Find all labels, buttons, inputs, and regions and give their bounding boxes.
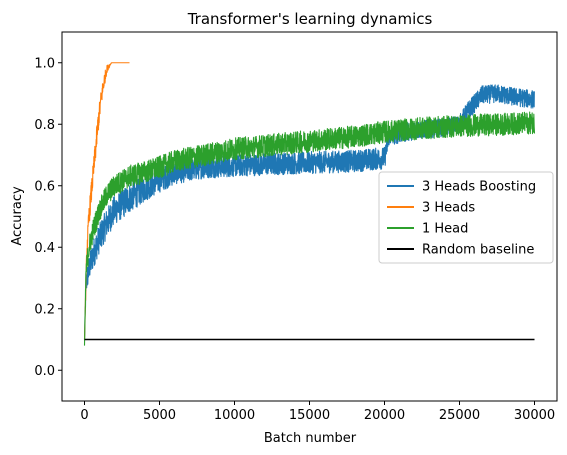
y-tick-label: 0.0 [34,364,55,379]
legend-box [378,171,554,264]
x-tick-label: 15000 [289,408,330,423]
legend-label: 1 Head [422,222,468,237]
legend-label: Random baseline [422,243,534,258]
x-axis: 0 5000 10000 15000 20000 25000 30000 [80,401,555,423]
series-line-1 [83,62,130,340]
y-tick-label: 0.4 [34,241,55,256]
x-tick-label: 25000 [439,408,480,423]
plot-area [83,62,536,346]
y-tick-label: 1.0 [34,56,55,71]
y-axis: 0.0 0.2 0.4 0.6 0.8 1.0 [34,56,62,379]
chart-title: Transformer's learning dynamics [187,10,433,28]
y-tick-label: 0.6 [34,179,55,194]
y-tick-label: 0.8 [34,118,55,133]
x-tick-label: 10000 [214,408,255,423]
x-tick-label: 30000 [514,408,555,423]
series-line-2 [83,111,536,346]
y-axis-label: Accuracy [10,186,25,246]
x-axis-label: Batch number [264,431,357,446]
x-tick-label: 0 [80,408,88,423]
legend-label: 3 Heads Boosting [422,180,536,195]
legend: 3 Heads Boosting 3 Heads 1 Head Random base… [378,171,554,264]
x-tick-label: 5000 [143,408,176,423]
legend-label: 3 Heads [422,201,475,216]
x-tick-label: 20000 [364,408,405,423]
y-tick-label: 0.2 [34,302,55,317]
